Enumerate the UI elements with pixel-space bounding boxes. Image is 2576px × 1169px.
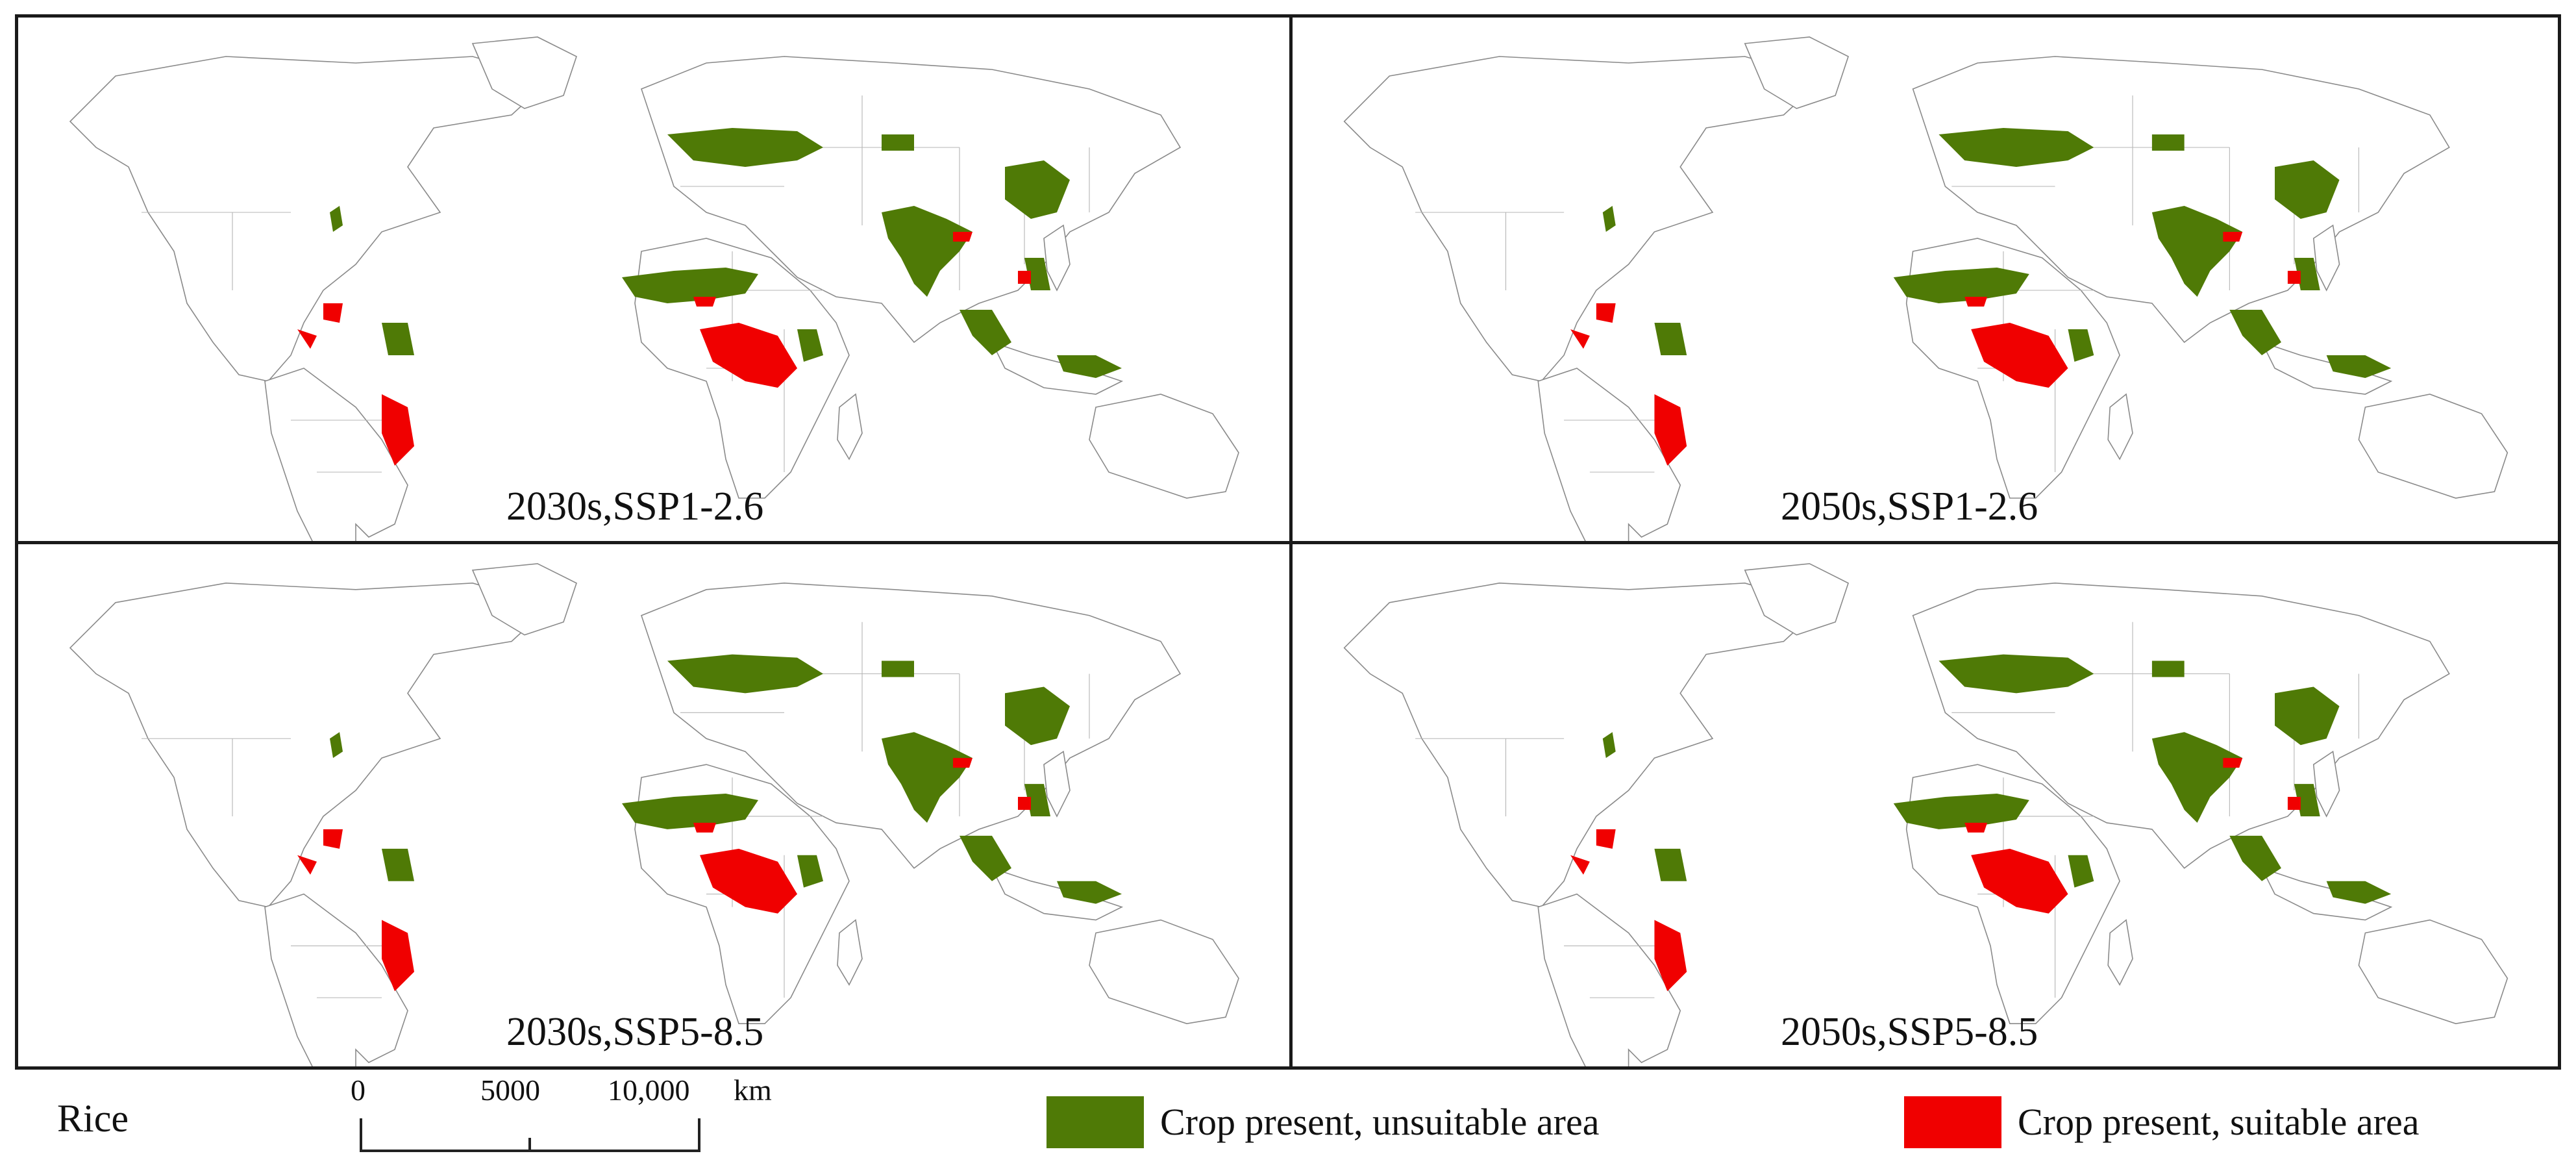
scale-tick-label: 5000 [480,1074,540,1107]
legend-swatch-green [1046,1096,1144,1148]
horizontal-divider [18,541,2558,544]
scale-tick-label: 0 [351,1074,365,1107]
map-panel-2050s-ssp126: 2050s,SSP1-2.6 [1293,18,2558,541]
panel-label: 2030s,SSP5-8.5 [506,1010,764,1054]
scale-tick-label: 10,000 [608,1074,690,1107]
scale-unit: km [734,1074,772,1107]
world-map [1343,563,2508,1066]
world-map [1343,36,2508,541]
scale-line [360,1118,700,1152]
panel-label: 2050s,SSP5-8.5 [1781,1010,2038,1054]
world-map [69,36,1239,541]
legend-label: Crop present, unsuitable area [1160,1101,1600,1143]
map-grid: 2030s,SSP1-2.6 2050s,SSP1-2.6 2030s,SSP5… [15,14,2561,1070]
crop-name: Rice [57,1097,129,1140]
scale-bar: 0 5000 10,000 km [351,1073,772,1164]
map-panel-2030s-ssp585: 2030s,SSP5-8.5 [18,544,1289,1066]
legend-label: Crop present, suitable area [2018,1101,2420,1143]
panel-label: 2050s,SSP1-2.6 [1781,484,2038,529]
panel-label: 2030s,SSP1-2.6 [506,484,764,529]
legend-swatch-red [1904,1096,2001,1148]
map-panel-2050s-ssp585: 2050s,SSP5-8.5 [1293,544,2558,1066]
legend-suitable: Crop present, suitable area [1904,1096,2553,1148]
legend-unsuitable: Crop present, unsuitable area [1046,1096,1696,1148]
map-panel-2030s-ssp126: 2030s,SSP1-2.6 [18,18,1289,541]
world-map [69,563,1239,1066]
